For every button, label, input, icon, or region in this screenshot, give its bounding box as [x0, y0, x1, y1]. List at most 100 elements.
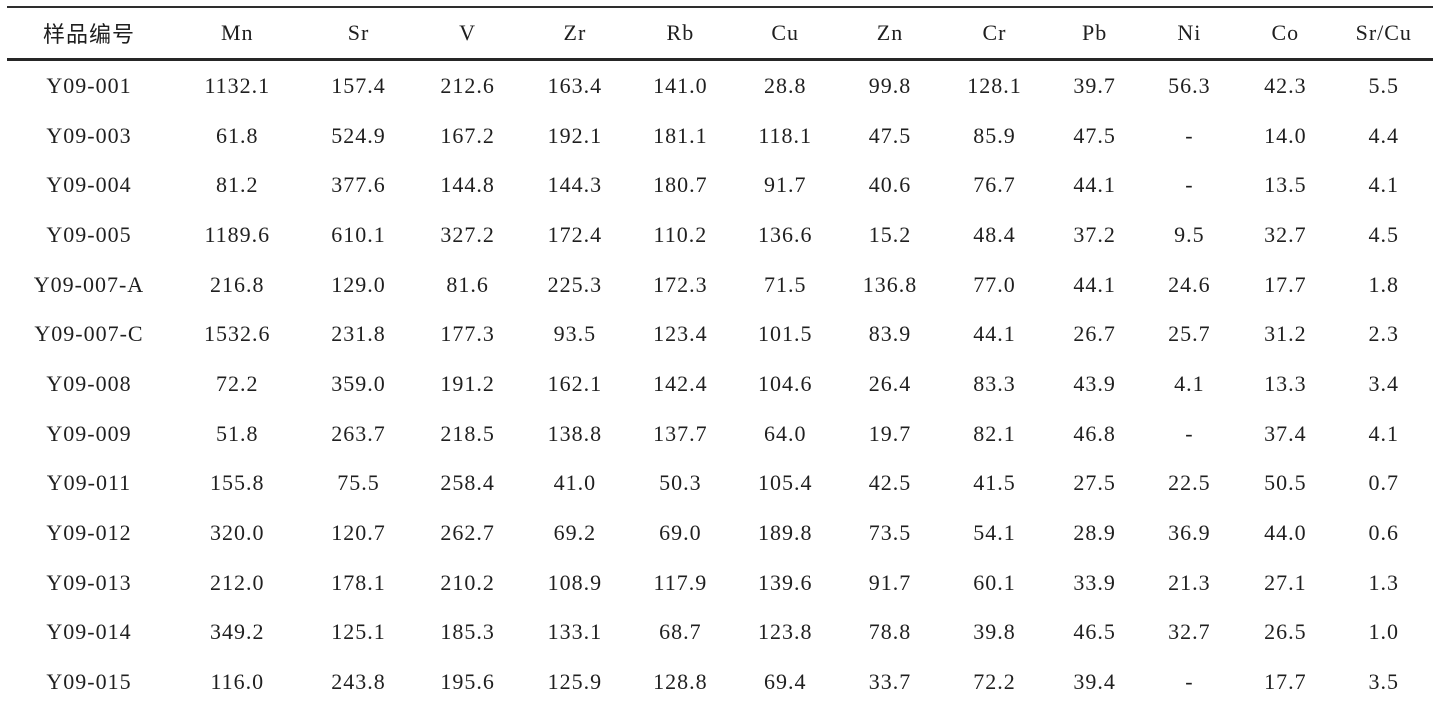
value-cell: 13.5 [1264, 172, 1307, 198]
value-cell: 39.7 [1073, 72, 1116, 98]
value-cell: 1.8 [1368, 271, 1399, 297]
value-cell: 76.7 [973, 172, 1016, 198]
value-cell: 189.8 [757, 520, 813, 546]
column-header: Zr [521, 7, 628, 61]
sample-id-cell: Y09-004 [46, 172, 132, 198]
value-cell: 180.7 [653, 172, 708, 198]
table-row: Y09-007-A 216.8 129.0 81.6 225.3 172.3 71.5 136… [7, 260, 1433, 310]
value-cell: 32.7 [1168, 619, 1211, 645]
value-cell: 73.5 [868, 520, 912, 546]
value-cell: 133.1 [547, 619, 603, 645]
value-cell: 91.7 [868, 569, 912, 595]
column-header: Cu [732, 7, 838, 61]
value-cell: 327.2 [440, 221, 495, 247]
value-cell: 33.7 [868, 669, 912, 695]
header-row: 样品编号 Mn Sr V Zr Rb Cu Zn Cr Pb Ni Co Sr/Cu [7, 7, 1433, 61]
value-cell: 4.4 [1368, 122, 1399, 148]
value-cell: 26.7 [1073, 321, 1116, 347]
column-header: Zn [837, 7, 943, 61]
value-cell: 56.3 [1168, 72, 1211, 98]
column-header: Sr/Cu [1334, 7, 1433, 61]
sample-id-cell: Y09-008 [46, 370, 132, 396]
value-cell: 50.3 [659, 470, 702, 496]
value-cell: 28.8 [763, 72, 807, 98]
sample-id-cell: Y09-007-C [34, 321, 144, 347]
value-cell: 47.5 [1073, 122, 1116, 148]
value-cell: 262.7 [440, 520, 495, 546]
value-cell: 39.8 [973, 619, 1016, 645]
value-cell: 75.5 [337, 470, 380, 496]
value-cell: 69.4 [763, 669, 807, 695]
value-cell: 185.3 [440, 619, 495, 645]
table-row: Y09-012 320.0 120.7 262.7 69.2 69.0 189.8 73.5 5… [7, 508, 1433, 558]
table-row: Y09-004 81.2 377.6 144.8 144.3 180.7 91.7 40.6 7… [7, 160, 1433, 210]
value-cell: 72.2 [216, 370, 259, 396]
value-cell: 212.6 [440, 72, 495, 98]
table-row: Y09-007-C 1532.6 231.8 177.3 93.5 123.4 101.5 8… [7, 309, 1433, 359]
value-cell: 212.0 [210, 569, 265, 595]
value-cell: 17.7 [1264, 271, 1307, 297]
value-cell: 83.9 [868, 321, 912, 347]
value-cell: 118.1 [758, 122, 813, 148]
sample-id-cell: Y09-015 [46, 669, 132, 695]
value-cell: 101.5 [757, 321, 813, 347]
value-cell: 137.7 [653, 420, 708, 446]
value-cell: 210.2 [440, 569, 495, 595]
value-cell: 40.6 [868, 172, 912, 198]
value-cell: 44.1 [973, 321, 1016, 347]
value-cell: 93.5 [553, 321, 597, 347]
value-cell: 116.0 [210, 669, 265, 695]
column-header: Pb [1046, 7, 1143, 61]
column-header: Mn [170, 7, 304, 61]
value-cell: 77.0 [973, 271, 1016, 297]
trace-element-table: 样品编号 Mn Sr V Zr Rb Cu Zn Cr Pb Ni Co Sr/Cu Y09-001 11… [7, 6, 1433, 707]
value-cell: 157.4 [331, 72, 386, 98]
value-cell: 37.2 [1073, 221, 1116, 247]
column-header: Rb [628, 7, 733, 61]
value-cell: 64.0 [763, 420, 807, 446]
value-cell: 36.9 [1168, 520, 1211, 546]
table-row: Y09-009 51.8 263.7 218.5 138.8 137.7 64.0 19.7 8… [7, 409, 1433, 459]
value-cell: 99.8 [868, 72, 912, 98]
table-header: 样品编号 Mn Sr V Zr Rb Cu Zn Cr Pb Ni Co Sr/Cu [7, 7, 1433, 61]
value-cell: 33.9 [1073, 569, 1116, 595]
value-cell: 13.3 [1264, 370, 1307, 396]
table-row: Y09-013 212.0 178.1 210.2 108.9 117.9 139.6 91.… [7, 558, 1433, 608]
table-row: Y09-003 61.8 524.9 167.2 192.1 181.1 118.1 47.5… [7, 111, 1433, 161]
value-cell: 4.1 [1368, 420, 1399, 446]
value-cell: 216.8 [210, 271, 265, 297]
value-cell: 192.1 [547, 122, 603, 148]
value-cell: 19.7 [868, 420, 912, 446]
value-cell: 14.0 [1264, 122, 1307, 148]
value-cell: 136.6 [757, 221, 813, 247]
column-header: Cr [942, 7, 1047, 61]
column-header: Co [1236, 7, 1335, 61]
value-cell: 195.6 [440, 669, 495, 695]
value-cell: 349.2 [210, 619, 265, 645]
value-cell: 9.5 [1174, 221, 1205, 247]
value-cell: 4.1 [1368, 172, 1399, 198]
value-cell: 181.1 [653, 122, 708, 148]
value-cell: 167.2 [440, 122, 495, 148]
value-cell: 51.8 [216, 420, 259, 446]
value-cell: 163.4 [547, 72, 603, 98]
value-cell: - [1185, 669, 1194, 695]
value-cell: 1132.1 [204, 72, 271, 98]
value-cell: 91.7 [763, 172, 807, 198]
value-cell: 5.5 [1368, 72, 1399, 98]
sample-id-cell: Y09-007-A [33, 271, 145, 297]
value-cell: 105.4 [757, 470, 813, 496]
value-cell: 48.4 [973, 221, 1016, 247]
value-cell: 225.3 [547, 271, 603, 297]
value-cell: 28.9 [1073, 520, 1116, 546]
value-cell: 0.6 [1368, 520, 1399, 546]
value-cell: 71.5 [763, 271, 807, 297]
value-cell: 26.5 [1264, 619, 1307, 645]
value-cell: 125.1 [331, 619, 386, 645]
value-cell: 46.5 [1073, 619, 1116, 645]
value-cell: 43.9 [1073, 370, 1116, 396]
value-cell: 26.4 [868, 370, 912, 396]
value-cell: 1.3 [1368, 569, 1399, 595]
value-cell: 21.3 [1168, 569, 1211, 595]
